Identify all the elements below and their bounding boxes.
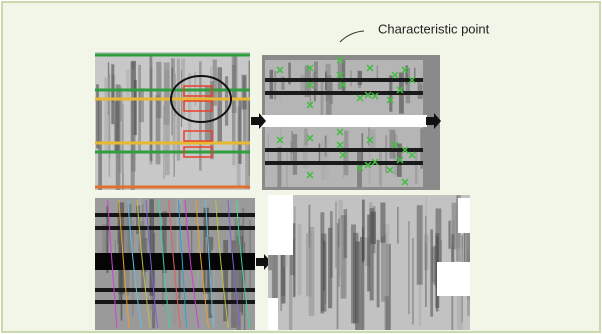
texture-streak — [301, 75, 306, 93]
texture-streak — [344, 209, 348, 258]
texture-streak — [310, 70, 311, 105]
texture-streak — [397, 207, 399, 244]
texture-streak — [165, 71, 170, 176]
texture-streak — [370, 208, 374, 300]
texture-streak — [319, 143, 321, 161]
texture-streak — [304, 129, 307, 145]
mask — [268, 195, 293, 255]
figure: Characteristic point — [0, 0, 602, 334]
page: Characteristic point (() => { const data… — [0, 0, 602, 334]
texture-streak — [199, 61, 201, 170]
texture-streak — [353, 233, 359, 323]
texture-streak — [293, 223, 295, 297]
texture-streak — [217, 67, 222, 143]
texture-streak — [326, 134, 328, 179]
texture-streak — [385, 135, 387, 172]
texture-streak — [320, 212, 324, 313]
texture-streak — [367, 215, 370, 292]
annotation: Characteristic point — [378, 21, 490, 36]
texture-streak — [265, 135, 268, 177]
texture-streak — [321, 82, 324, 115]
texture-streak — [306, 233, 312, 296]
white-band — [262, 115, 427, 127]
texture-streak — [360, 237, 364, 330]
texture-streak — [335, 201, 337, 268]
texture-streak — [234, 57, 238, 98]
texture-streak — [368, 127, 369, 146]
texture-streak — [406, 68, 410, 103]
texture-streak — [225, 76, 228, 125]
texture-streak — [274, 71, 276, 100]
texture-streak — [380, 203, 385, 243]
texture-streak — [104, 77, 109, 150]
mask — [437, 262, 470, 296]
texture-streak — [205, 86, 211, 141]
texture-streak — [277, 147, 281, 187]
texture-streak — [426, 197, 427, 242]
texture-streak — [412, 238, 413, 325]
texture-streak — [188, 73, 191, 145]
texture-streak — [298, 224, 302, 295]
texture-streak — [138, 65, 141, 153]
texture-streak — [330, 211, 333, 278]
texture-streak — [108, 73, 110, 177]
texture-streak — [408, 221, 409, 314]
texture-streak — [249, 61, 250, 145]
dark-band — [95, 253, 255, 270]
texture-streak — [238, 100, 241, 164]
texture-streak — [126, 69, 130, 98]
texture-streak — [131, 101, 135, 190]
texture-streak — [448, 221, 450, 249]
mask — [268, 298, 278, 330]
texture-streak — [111, 64, 114, 124]
texture-streak — [417, 205, 423, 285]
texture-streak — [150, 61, 153, 165]
texture-streak — [325, 242, 327, 304]
texture-streak — [430, 229, 433, 316]
texture-streak — [377, 240, 380, 308]
texture-streak — [321, 141, 325, 180]
texture-streak — [293, 134, 297, 175]
texture-streak — [121, 86, 122, 121]
mask — [458, 198, 470, 233]
texture-streak — [343, 141, 344, 178]
texture-streak — [286, 147, 288, 187]
texture-streak — [242, 75, 247, 110]
texture-streak — [279, 70, 282, 103]
texture-streak — [379, 148, 382, 186]
texture-streak — [338, 231, 340, 287]
texture-streak — [415, 148, 418, 184]
